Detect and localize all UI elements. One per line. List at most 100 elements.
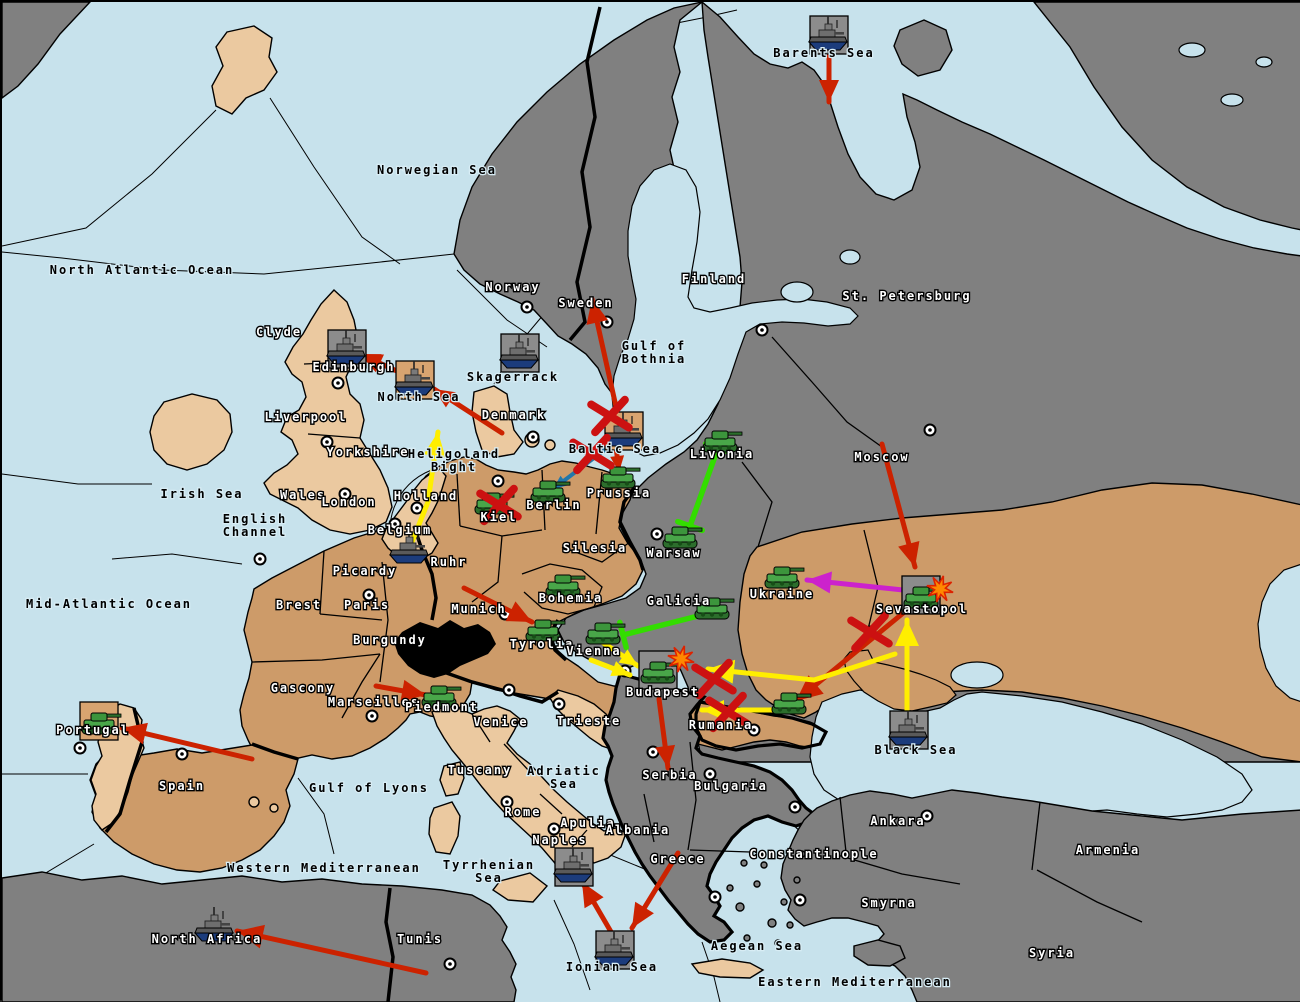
region-label-belgium: Belgium (368, 523, 433, 537)
region-label-liverpool: Liverpool (264, 410, 347, 424)
unit-army-vienna[interactable] (585, 622, 626, 645)
arrow-head (586, 299, 608, 325)
arrow-head (655, 744, 676, 768)
region-label-albania: Albania (606, 823, 671, 837)
region-label-denmark: Denmark (482, 408, 547, 422)
landmass-ireland (149, 393, 233, 471)
supply-center-dot (338, 487, 352, 501)
unit-fleet-ionian-sea[interactable] (593, 930, 635, 970)
move-order-arrow (234, 924, 429, 976)
region-label-north-sea: North Sea (377, 390, 460, 404)
arrow-head (582, 882, 604, 909)
supply-center-dot (547, 822, 561, 836)
landmass-cyprus (853, 939, 906, 967)
region-label-greece: Greece (650, 852, 705, 866)
unit-fleet-baltic-sea[interactable] (602, 411, 644, 451)
dislodged-explosion-icon (926, 575, 954, 603)
region-label-kiel: Kiel (481, 510, 518, 524)
unit-fleet-belgium[interactable] (388, 529, 430, 564)
move-order-arrow (588, 657, 633, 678)
region-label-brest: Brest (276, 598, 322, 612)
region-label-baltic-sea: Baltic Sea (569, 442, 661, 456)
landmass-crete (690, 958, 765, 979)
supply-center-dot (923, 423, 937, 437)
move-order-arrow (431, 386, 505, 436)
region-label-armenia: Armenia (1076, 843, 1141, 857)
region-label-apulia: Apulia (560, 816, 615, 830)
supply-center-dot (520, 300, 534, 314)
failed-move-x-mark (691, 658, 737, 700)
unit-fleet-barents-sea[interactable] (807, 15, 849, 55)
region-label-mid-atlantic-ocean: Mid-Atlantic Ocean (26, 597, 192, 611)
region-label-ukraine: Ukraine (750, 587, 815, 601)
unit-army-rumania[interactable] (771, 692, 812, 715)
result-marker-layer (476, 395, 954, 733)
arrow-head (807, 571, 833, 594)
supply-center-dot (788, 800, 802, 814)
unit-army-galicia[interactable] (694, 597, 735, 620)
move-order-arrow (373, 679, 429, 702)
unit-army-prussia[interactable] (600, 466, 641, 489)
arrow-head (434, 389, 456, 408)
supply-center-dot (552, 697, 566, 711)
baltic-sea-water (611, 163, 859, 457)
landmass-sardinia (428, 801, 461, 855)
region-label-aegean-sea: Aegean Sea (711, 939, 803, 953)
unit-army-livonia[interactable] (702, 430, 743, 453)
region-label-norway: Norway (485, 280, 540, 294)
failed-move-x-mark (587, 395, 633, 437)
region-label-budapest: Budapest (626, 685, 700, 699)
unit-army-piedmont[interactable] (421, 685, 462, 708)
move-order-arrow (407, 429, 446, 550)
failed-move-x-mark (705, 691, 751, 733)
region-label-london: London (321, 495, 376, 509)
supply-center-dot (526, 430, 540, 444)
region-label-sweden: Sweden (558, 296, 613, 310)
region-label-syria: Syria (1029, 946, 1075, 960)
region-label-barents-sea: Barents Sea (773, 46, 874, 60)
move-order-arrow (655, 696, 676, 771)
supply-center-dot (365, 709, 379, 723)
arrow-head (898, 540, 920, 567)
region-label-paris: Paris (344, 598, 390, 612)
unit-fleet-black-sea[interactable] (887, 710, 929, 750)
supply-center-dot (755, 323, 769, 337)
landmass-switzerland-impassable (394, 620, 496, 678)
region-label-rumania: Rumania (689, 718, 754, 732)
unit-fleet-skagerrack[interactable] (498, 333, 540, 373)
unit-army-portugal[interactable] (79, 701, 122, 741)
unit-fleet-naples[interactable] (552, 847, 594, 887)
unit-fleet-edinburgh[interactable] (325, 329, 367, 369)
unit-army-tyrolia[interactable] (525, 619, 566, 642)
unit-fleet-north-sea[interactable] (393, 360, 435, 400)
unit-army-ukraine[interactable] (764, 566, 805, 589)
arrow-head (632, 901, 654, 928)
region-label-piedmont: Piedmont (405, 700, 479, 714)
region-label-smyrna: Smyrna (861, 896, 916, 910)
unit-army-budapest[interactable] (638, 650, 681, 690)
region-label-adriatic-sea: Adriatic Sea (527, 764, 601, 791)
unit-fleet-north-africa[interactable] (193, 907, 235, 942)
unit-layer (79, 15, 944, 970)
region-label-constantinople: Constantinople (749, 847, 878, 861)
landmass-turkey (780, 789, 1300, 1002)
move-order-arrow (819, 51, 839, 105)
region-label-heligoland-bight: Heligoland Bight (408, 447, 500, 474)
region-label-irish-sea: Irish Sea (160, 487, 243, 501)
move-order-arrow (461, 585, 535, 625)
region-label-tyrolia: Tyrolia (510, 637, 575, 651)
supply-center-dot (708, 890, 722, 904)
move-order-arrow (599, 639, 641, 669)
region-label-english-channel: English Channel (223, 512, 288, 539)
unit-army-warsaw[interactable] (662, 526, 703, 549)
unit-army-bohemia[interactable] (545, 574, 586, 597)
arrow-head (610, 661, 630, 677)
region-label-western-mediterranean: Western Mediterranean (227, 861, 421, 875)
unit-army-sevastopol[interactable] (901, 575, 944, 615)
failed-move-x-mark (847, 611, 893, 653)
unit-army-berlin[interactable] (530, 480, 571, 503)
region-label-trieste: Trieste (557, 714, 622, 728)
region-label-north-africa: North Africa (152, 932, 263, 946)
